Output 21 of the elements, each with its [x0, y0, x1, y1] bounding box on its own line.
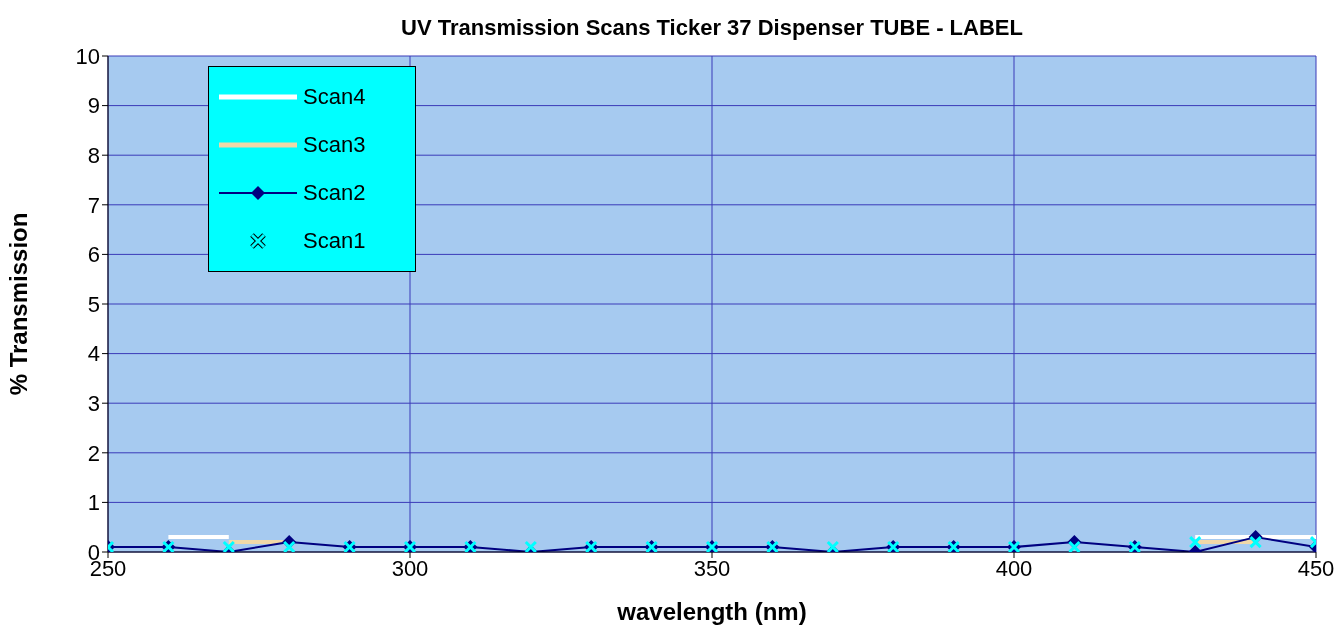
- legend-label: Scan1: [303, 228, 366, 254]
- y-tick-label: 6: [87, 242, 100, 268]
- y-axis-title: % Transmission: [4, 212, 32, 396]
- y-tick-label: 8: [87, 143, 100, 169]
- y-tick-label: 9: [87, 93, 100, 119]
- x-tick-label: 350: [693, 555, 731, 581]
- y-tick-label: 4: [87, 341, 100, 367]
- x-tick-label: 400: [995, 555, 1033, 581]
- y-tick-label: 1: [87, 490, 100, 516]
- x-tick-label: 300: [391, 555, 429, 581]
- y-tick-label: 5: [87, 291, 100, 317]
- legend-label: Scan3: [303, 132, 366, 158]
- y-tick-label: 3: [87, 391, 100, 417]
- legend-label: Scan2: [303, 180, 366, 206]
- x-tick-label: 450: [1297, 555, 1335, 581]
- y-tick-label: 10: [75, 43, 100, 69]
- chart-title: UV Transmission Scans Ticker 37 Dispenser TUBE - LABEL: [401, 15, 1023, 40]
- x-axis-title: wavelength (nm): [616, 598, 807, 625]
- y-tick-label: 7: [87, 192, 100, 218]
- legend-label: Scan4: [303, 84, 366, 110]
- y-tick-label: 2: [87, 440, 100, 466]
